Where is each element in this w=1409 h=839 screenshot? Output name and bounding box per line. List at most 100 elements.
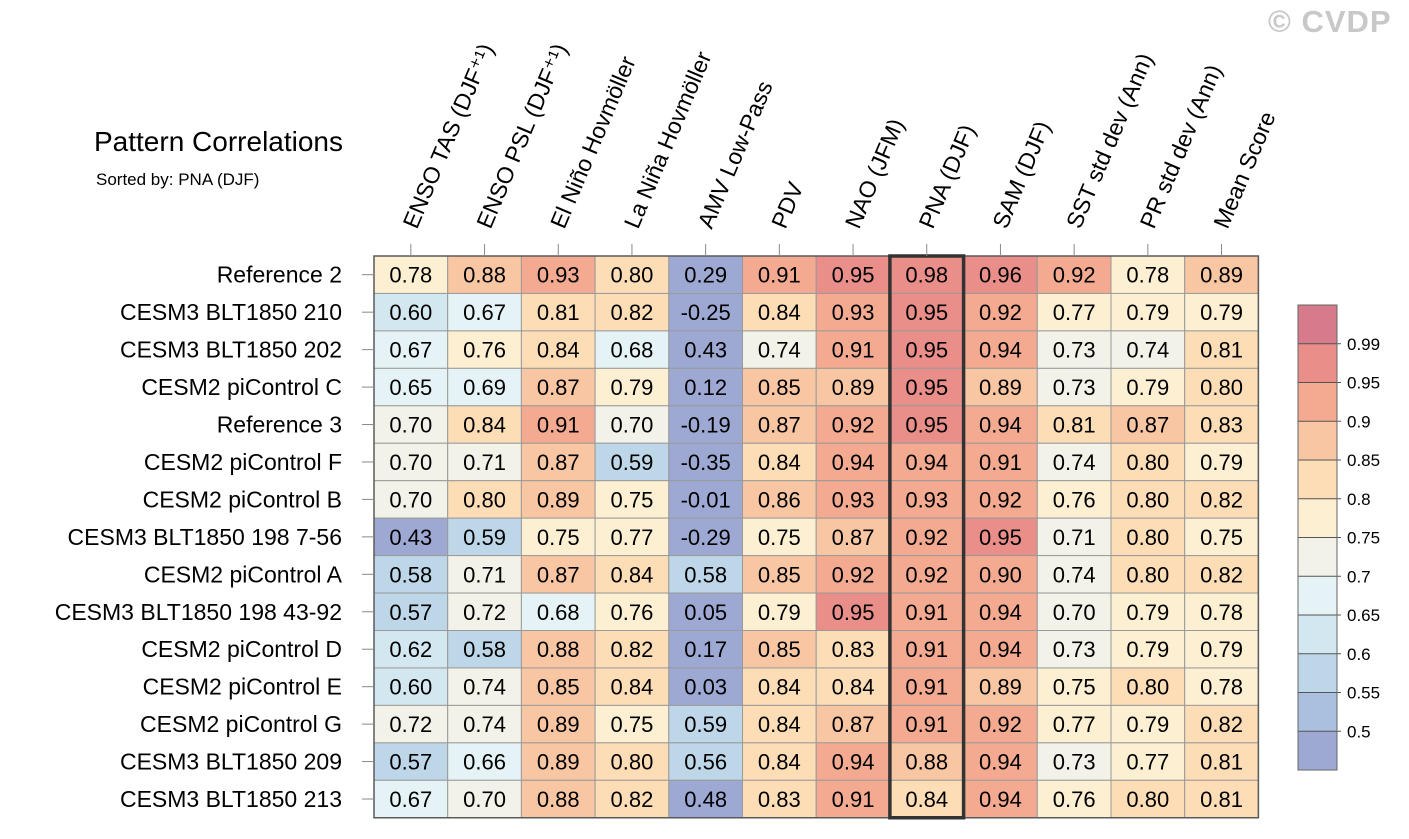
- cell-value-label: 0.92: [979, 487, 1022, 512]
- heatmap-cell: [1036, 330, 1112, 369]
- cell-value-label: 0.78: [1200, 675, 1243, 700]
- heatmap-cell: [1036, 367, 1112, 407]
- colorbar-swatch: [1298, 498, 1337, 538]
- cell-value-label: 0.03: [684, 675, 727, 700]
- cell-value-label: 0.84: [758, 450, 801, 475]
- heatmap-cell: [520, 630, 596, 669]
- cell-value-label: 0.84: [832, 675, 875, 700]
- cell-value-label: 0.72: [463, 600, 506, 625]
- heatmap-cell: [1110, 779, 1186, 819]
- heatmap-cell: [373, 704, 449, 744]
- cell-value-label: 0.78: [1200, 600, 1243, 625]
- row-label: CESM3 BLT1850 202: [120, 337, 342, 363]
- heatmap-cell: [594, 442, 670, 482]
- cell-value-label: 0.79: [1200, 300, 1243, 325]
- cell-value-label: 0.96: [979, 263, 1022, 288]
- heatmap-cell: [594, 480, 670, 519]
- heatmap-cell: [815, 630, 891, 669]
- cell-value-label: 0.71: [463, 562, 506, 587]
- heatmap-cell: [594, 517, 670, 557]
- cell-value-label: 0.82: [1200, 562, 1243, 587]
- cell-value-label: 0.80: [1126, 525, 1169, 550]
- cell-value-label: 0.88: [537, 787, 580, 812]
- cell-value-label: 0.91: [832, 787, 875, 812]
- heatmap-cell: [742, 367, 817, 407]
- cell-value-label: 0.66: [463, 750, 506, 775]
- heatmap-cell: [1110, 517, 1186, 557]
- cell-value-label: 0.83: [832, 637, 875, 662]
- cell-value-label: 0.78: [389, 263, 432, 288]
- cell-value-label: 0.95: [905, 338, 948, 363]
- heatmap-cell: [1110, 742, 1186, 781]
- cell-value-label: 0.58: [463, 637, 506, 662]
- cell-value-label: 0.87: [537, 562, 580, 587]
- cell-value-label: 0.91: [537, 413, 580, 438]
- heatmap-cell: [1184, 480, 1259, 519]
- heatmap-cell: [1110, 442, 1186, 482]
- heatmap-cell: [1184, 330, 1259, 369]
- colorbar-swatch: [1298, 421, 1337, 460]
- heatmap-cell: [447, 480, 522, 519]
- cell-value-label: 0.94: [979, 413, 1022, 438]
- cell-value-label: 0.74: [463, 675, 506, 700]
- cell-value-label: 0.81: [1200, 750, 1243, 775]
- heatmap-cell: [1036, 742, 1112, 781]
- heatmap-cell: [594, 555, 670, 594]
- heatmap-cell: [520, 367, 596, 407]
- heatmap-cell: [1184, 517, 1259, 557]
- cell-value-label: 0.92: [979, 712, 1022, 737]
- colorbar-label: 0.99: [1347, 335, 1380, 354]
- cell-value-label: 0.76: [1053, 487, 1096, 512]
- cell-value-label: -0.01: [681, 487, 731, 512]
- heatmap-cell: [742, 742, 817, 781]
- cell-value-label: 0.84: [905, 787, 948, 812]
- cell-value-label: 0.82: [611, 787, 654, 812]
- colorbar-border: [1297, 304, 1338, 771]
- heatmap-cell: [742, 704, 817, 744]
- heatmap-cell: [1110, 704, 1186, 744]
- cell-value-label: 0.92: [832, 562, 875, 587]
- heatmap-cell: [1110, 255, 1186, 294]
- cell-value-label: 0.91: [832, 338, 875, 363]
- column-label: SAM (DJF): [987, 117, 1055, 232]
- cell-value-label: 0.79: [1126, 375, 1169, 400]
- heatmap-cell: [1184, 405, 1259, 444]
- colorbar-label: 0.6: [1347, 645, 1371, 664]
- cell-value-label: 0.84: [758, 300, 801, 325]
- cell-value-label: 0.80: [1126, 787, 1169, 812]
- cell-value-label: 0.91: [979, 450, 1022, 475]
- heatmap-cell: [1184, 667, 1259, 706]
- colorbar-label: 0.75: [1347, 529, 1380, 548]
- chart-subtitle: Sorted by: PNA (DJF): [96, 170, 260, 189]
- cell-value-label: 0.75: [1200, 525, 1243, 550]
- cell-value-label: 0.74: [1126, 338, 1169, 363]
- cell-value-label: 0.89: [537, 712, 580, 737]
- colorbar-swatch: [1298, 653, 1337, 693]
- heatmap-cell: [1110, 480, 1186, 519]
- cell-value-label: 0.59: [611, 450, 654, 475]
- heatmap-cell: [1110, 367, 1186, 407]
- cell-value-label: 0.80: [1126, 487, 1169, 512]
- column-label: PDV: [766, 178, 809, 232]
- cell-value-label: 0.94: [979, 750, 1022, 775]
- cell-value-label: 0.71: [463, 450, 506, 475]
- row-label: CESM2 piControl G: [140, 711, 342, 737]
- cell-value-label: 0.92: [905, 562, 948, 587]
- row-label: CESM2 piControl C: [141, 374, 342, 400]
- heatmap-cell: [1036, 480, 1112, 519]
- colorbar-label: 0.85: [1347, 451, 1380, 470]
- cell-value-label: 0.87: [537, 375, 580, 400]
- cell-value-label: 0.94: [979, 338, 1022, 363]
- heatmap-cell: [520, 330, 596, 369]
- cell-value-label: 0.75: [758, 525, 801, 550]
- heatmap-cell: [815, 442, 891, 482]
- heatmap-cell: [889, 517, 965, 557]
- cell-value-label: 0.94: [832, 750, 875, 775]
- heatmap-cell: [373, 779, 449, 819]
- colorbar-swatch: [1298, 343, 1337, 383]
- cell-value-label: 0.84: [611, 562, 654, 587]
- cell-value-label: 0.87: [1126, 413, 1169, 438]
- row-label: Reference 3: [217, 412, 342, 438]
- cell-value-label: 0.85: [758, 375, 801, 400]
